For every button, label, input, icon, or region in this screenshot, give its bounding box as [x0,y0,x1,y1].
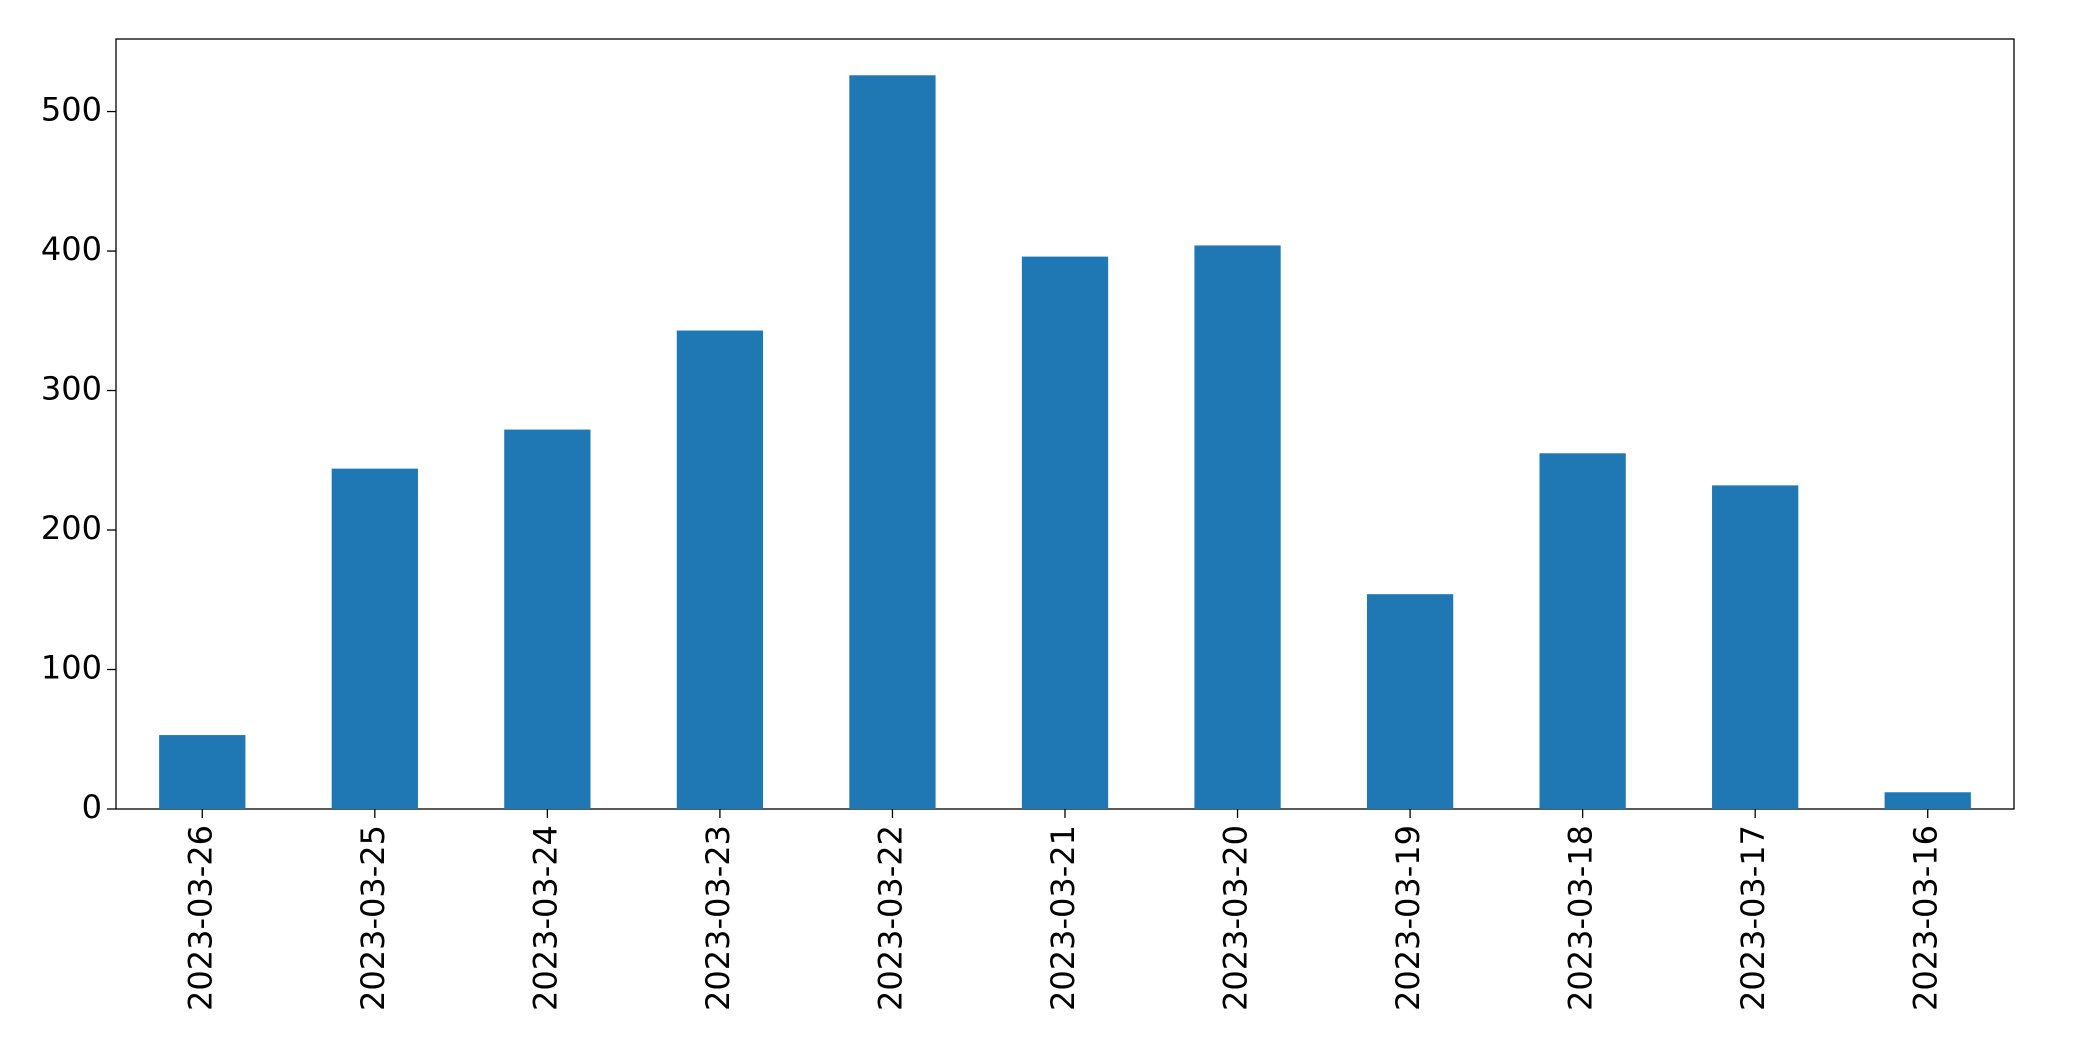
y-tick-label: 100 [41,649,102,687]
y-tick-label: 0 [82,788,102,826]
bar [159,735,246,809]
x-tick-label: 2023-03-19 [1389,825,1427,1011]
bar [676,330,764,809]
bar [849,75,936,809]
bar [504,429,591,809]
x-tick-label: 2023-03-22 [871,825,909,1011]
bar [1884,792,1971,809]
bar [331,468,418,809]
bar [1366,594,1454,809]
bar [1712,485,1799,809]
x-tick-label: 2023-03-24 [526,825,564,1011]
y-tick-label: 300 [41,370,102,408]
bar [1021,256,1109,809]
x-tick-label: 2023-03-18 [1562,825,1600,1011]
bar [1194,245,1281,809]
x-tick-label: 2023-03-25 [354,825,392,1011]
x-tick-label: 2023-03-16 [1907,825,1945,1011]
x-tick-label: 2023-03-23 [699,825,737,1011]
y-tick-label: 500 [41,91,102,129]
x-tick-label: 2023-03-21 [1044,825,1082,1011]
x-tick-label: 2023-03-26 [181,825,219,1011]
bar [1539,453,1626,809]
x-tick-label: 2023-03-17 [1734,825,1772,1011]
y-tick-label: 200 [41,509,102,547]
x-tick-label: 2023-03-20 [1217,825,1255,1011]
y-tick-label: 400 [41,230,102,268]
